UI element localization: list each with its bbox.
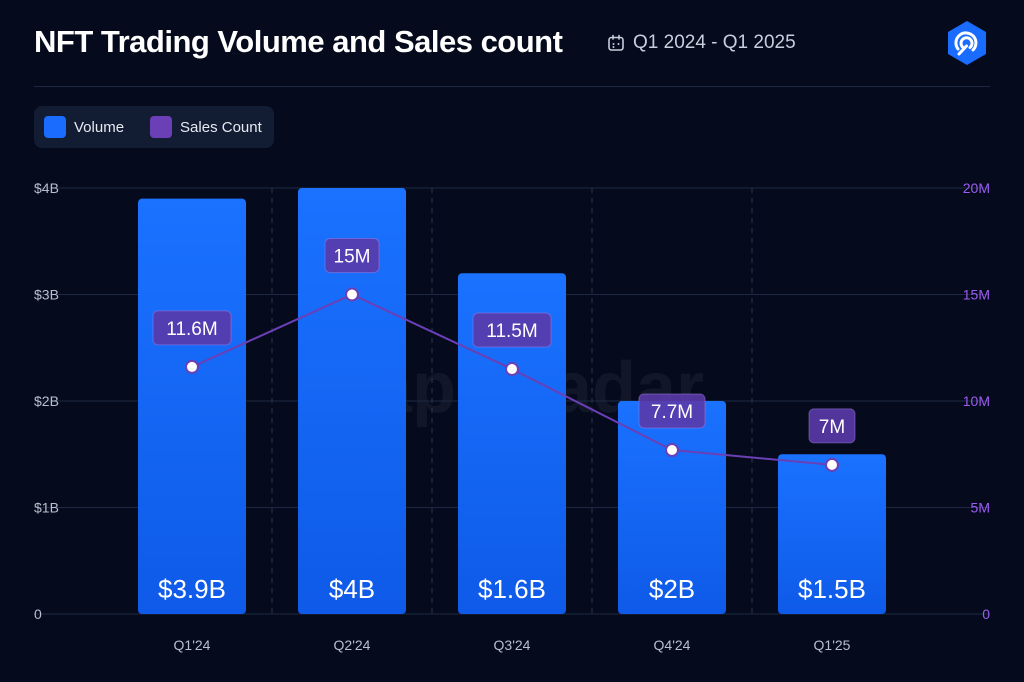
right-axis-tick-label: 15M [963,287,990,303]
sales-count-label-box [472,312,552,348]
left-axis-tick-label: $1B [34,500,59,516]
x-axis-tick-label: Q3'24 [494,637,531,653]
sales-count-point[interactable] [345,287,359,302]
volume-bar-label: $1.5B [798,574,866,604]
sales-count-label-box [324,238,380,273]
date-range: Q1 2024 - Q1 2025 [607,32,796,54]
sales-count-point[interactable] [185,359,199,374]
legend-item-sales-count[interactable]: Sales Count [150,116,262,138]
volume-bar[interactable] [138,198,246,614]
volume-bar-label: $1.6B [478,574,546,604]
sales-count-label: 7M [819,417,845,438]
sales-count-label-box [808,408,856,444]
chart-title: NFT Trading Volume and Sales count [34,24,563,59]
right-axis-tick-label: 20M [963,180,990,196]
x-axis-tick-label: Q4'24 [654,637,691,653]
volume-bar[interactable] [778,454,886,614]
volume-bar[interactable] [458,273,566,614]
header-divider [34,86,990,87]
legend-swatch-sales-count [150,116,173,138]
x-axis-tick-label: Q2'24 [334,637,371,653]
legend-item-volume[interactable]: Volume [44,116,124,138]
volume-bar-label: $2B [649,574,695,604]
calendar-icon [608,34,624,51]
legend: Volume Sales Count [34,106,274,148]
sales-count-label: 11.6M [166,319,217,340]
volume-bar-label: $3.9B [158,574,226,604]
legend-label-volume: Volume [74,118,125,136]
sales-count-point[interactable] [665,442,679,457]
sales-count-label: 7.7M [651,402,693,423]
left-axis-tick-label: 0 [34,606,42,622]
volume-bar[interactable] [298,188,406,614]
right-axis-tick-label: 0 [982,606,990,622]
sales-count-point[interactable] [825,457,839,472]
left-axis-tick-label: $3B [34,287,59,303]
left-axis-tick-label: $2B [34,393,59,409]
volume-bar-label: $4B [329,574,375,604]
sales-count-label-box [638,393,706,429]
sales-count-label: 11.5M [486,321,537,342]
sales-count-label: 15M [334,247,371,268]
x-axis-tick-label: Q1'24 [174,637,211,653]
right-axis-tick-label: 5M [971,500,990,516]
left-axis-tick-label: $4B [34,180,59,196]
sales-count-point[interactable] [505,362,519,377]
legend-label-sales-count: Sales Count [180,118,262,136]
volume-bar[interactable] [618,401,726,614]
legend-swatch-volume [44,116,66,138]
date-range-text: Q1 2024 - Q1 2025 [633,32,796,53]
x-axis-tick-label: Q1'25 [814,637,851,653]
dappradar-logo-icon [944,20,990,66]
sales-count-label-box [152,310,232,346]
right-axis-tick-label: 10M [963,393,990,409]
